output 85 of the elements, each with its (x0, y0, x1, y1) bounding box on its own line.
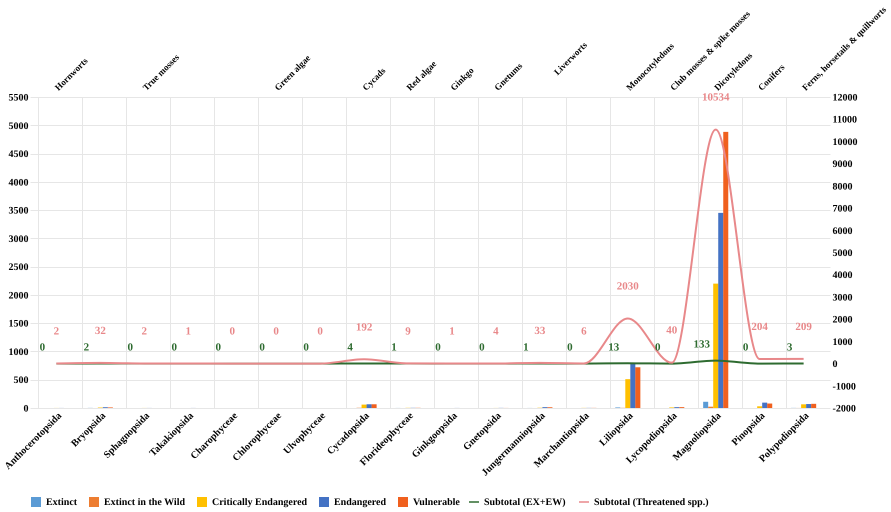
y-tick-label: 0 (24, 404, 28, 414)
data-label: 192 (356, 321, 373, 334)
data-label: 0 (303, 342, 310, 354)
data-label: 0 (567, 342, 574, 354)
data-label: 204 (751, 321, 768, 334)
y-tick-label: 5000 (8, 120, 28, 132)
legend-label: Vulnerable (413, 497, 460, 508)
bar (801, 404, 806, 408)
legend-label: Extinct in the Wild (104, 497, 186, 508)
y2-tick-label: 6000 (832, 226, 852, 237)
data-label: 1 (185, 326, 191, 338)
y-tick-label: 3500 (8, 206, 28, 217)
data-label: 0 (171, 342, 178, 354)
data-label: 0 (215, 342, 222, 354)
data-label: 10534 (702, 92, 730, 104)
legend-label: Endangered (334, 497, 386, 508)
data-label: 4 (347, 341, 354, 354)
bar (366, 404, 372, 408)
data-label: 0 (229, 326, 236, 338)
y-tick-label: 4000 (8, 177, 28, 188)
y-tick-label: 3000 (8, 234, 28, 245)
y-tick-label: 500 (14, 375, 28, 386)
y-tick-label: 4500 (8, 149, 28, 160)
data-label: 9 (405, 325, 412, 338)
y2-tick-label: 5000 (832, 248, 852, 259)
y2-tick-label: 3000 (832, 292, 852, 304)
bar (718, 212, 724, 408)
data-label: 13 (608, 341, 620, 354)
bar (635, 367, 640, 408)
data-label: 3 (786, 342, 793, 354)
data-label: 1 (523, 342, 529, 354)
data-label: 0 (317, 326, 324, 338)
legend-label: Subtotal (Threatened spp.) (594, 497, 709, 508)
y-tick-label: 1500 (8, 318, 28, 330)
data-label: 2 (142, 326, 148, 338)
data-label: 0 (128, 342, 134, 354)
bar (806, 404, 812, 408)
y-tick-label: 2500 (8, 262, 28, 274)
data-label: 0 (655, 342, 662, 354)
y2-tick-label: 12000 (832, 92, 858, 104)
y2-tick-label: 4000 (832, 270, 852, 282)
data-label: 0 (479, 342, 486, 354)
y-tick-label: 2000 (8, 290, 28, 302)
legend-label: Subtotal (EX+EW) (484, 497, 566, 508)
bar (703, 402, 708, 408)
y-tick-label: 1000 (8, 346, 28, 358)
data-label: 33 (534, 324, 546, 337)
data-label: 2030 (616, 280, 640, 292)
data-label: 1 (391, 342, 397, 354)
bar (625, 379, 630, 408)
y2-tick-label: 2000 (832, 314, 852, 326)
data-label: 209 (795, 320, 812, 333)
data-label: 2 (54, 326, 60, 338)
data-label: 32 (94, 324, 106, 337)
y-tick-label: 5500 (8, 92, 28, 104)
bar (767, 404, 772, 408)
data-label: 4 (493, 325, 500, 338)
legend-label: Critically Endangered (212, 497, 308, 508)
bar (713, 284, 718, 408)
data-label: 0 (742, 342, 749, 354)
legend-label: Extinct (46, 497, 78, 508)
bar (372, 404, 377, 408)
bar (362, 404, 367, 408)
data-label: 6 (581, 325, 588, 338)
y2-tick-label: 9000 (832, 159, 852, 170)
y2-tick-label: -1000 (832, 381, 856, 392)
data-label: 133 (693, 338, 710, 351)
y2-tick-label: 11000 (832, 114, 857, 126)
data-label: 0 (273, 326, 280, 338)
y2-tick-label: 7000 (832, 204, 852, 215)
bar (630, 362, 636, 408)
y2-tick-label: -2000 (832, 404, 856, 414)
data-label: 1 (449, 326, 455, 338)
y2-tick-label: 10000 (832, 136, 858, 148)
bar (762, 402, 768, 408)
y2-tick-label: 0 (832, 359, 838, 370)
data-label: 2 (84, 342, 90, 354)
data-label: 0 (435, 342, 442, 354)
y2-tick-label: 1000 (832, 336, 852, 348)
y2-tick-label: 8000 (832, 181, 852, 192)
data-label: 0 (259, 342, 266, 354)
bar (811, 404, 816, 408)
data-label: 40 (666, 324, 678, 337)
bar (723, 132, 728, 408)
data-label: 0 (40, 342, 46, 354)
